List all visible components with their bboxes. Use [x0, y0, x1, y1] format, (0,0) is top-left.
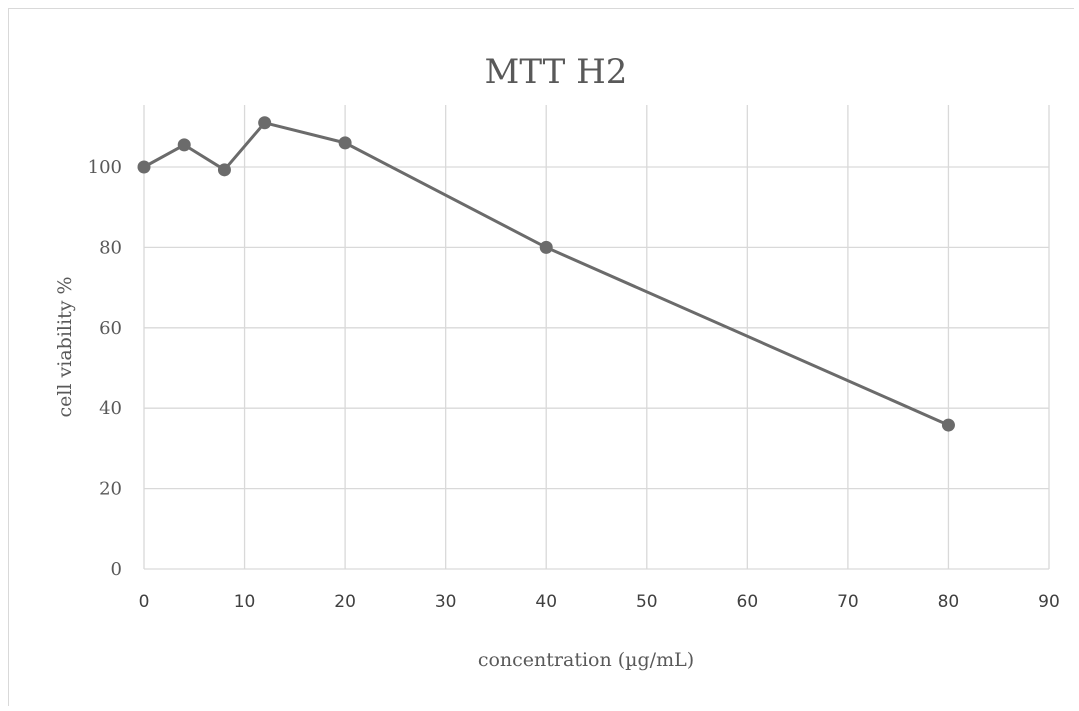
x-tick-label: 20 — [334, 592, 356, 612]
chart-frame: 0 10 20 30 40 50 60 70 80 90 0 20 40 60 80 100 MTT H2 c… — [8, 8, 1074, 706]
x-tick-label: 70 — [837, 592, 859, 612]
y-tick-label: 20 — [99, 479, 122, 500]
data-point — [258, 116, 272, 130]
y-tick-label: 0 — [111, 559, 122, 580]
chart-title: MTT H2 — [485, 52, 628, 92]
data-point — [137, 160, 151, 174]
y-tick-label: 60 — [99, 318, 122, 339]
x-tick-label: 30 — [435, 592, 457, 612]
y-tick-label: 100 — [88, 157, 122, 178]
x-tick-label: 0 — [139, 592, 150, 612]
x-tick-label: 90 — [1038, 592, 1060, 612]
series-layer — [137, 116, 955, 432]
x-tick-label: 80 — [938, 592, 960, 612]
data-point — [338, 136, 352, 150]
gridlines — [143, 105, 1050, 570]
y-axis-title: cell viability % — [54, 276, 76, 417]
line-chart: 0 10 20 30 40 50 60 70 80 90 0 20 40 60 80 100 MTT H2 c… — [54, 52, 1060, 671]
tick-labels: 0 10 20 30 40 50 60 70 80 90 0 20 40 60 80 100 — [88, 157, 1060, 612]
x-tick-label: 40 — [535, 592, 557, 612]
data-point — [177, 138, 191, 152]
x-tick-label: 60 — [737, 592, 759, 612]
data-point — [539, 240, 553, 254]
data-point — [217, 163, 231, 177]
x-tick-label: 10 — [234, 592, 256, 612]
x-axis-title: concentration (µg/mL) — [478, 649, 694, 671]
x-tick-label: 50 — [636, 592, 658, 612]
y-tick-label: 40 — [99, 398, 122, 419]
data-point — [941, 418, 955, 432]
y-tick-label: 80 — [99, 237, 122, 258]
